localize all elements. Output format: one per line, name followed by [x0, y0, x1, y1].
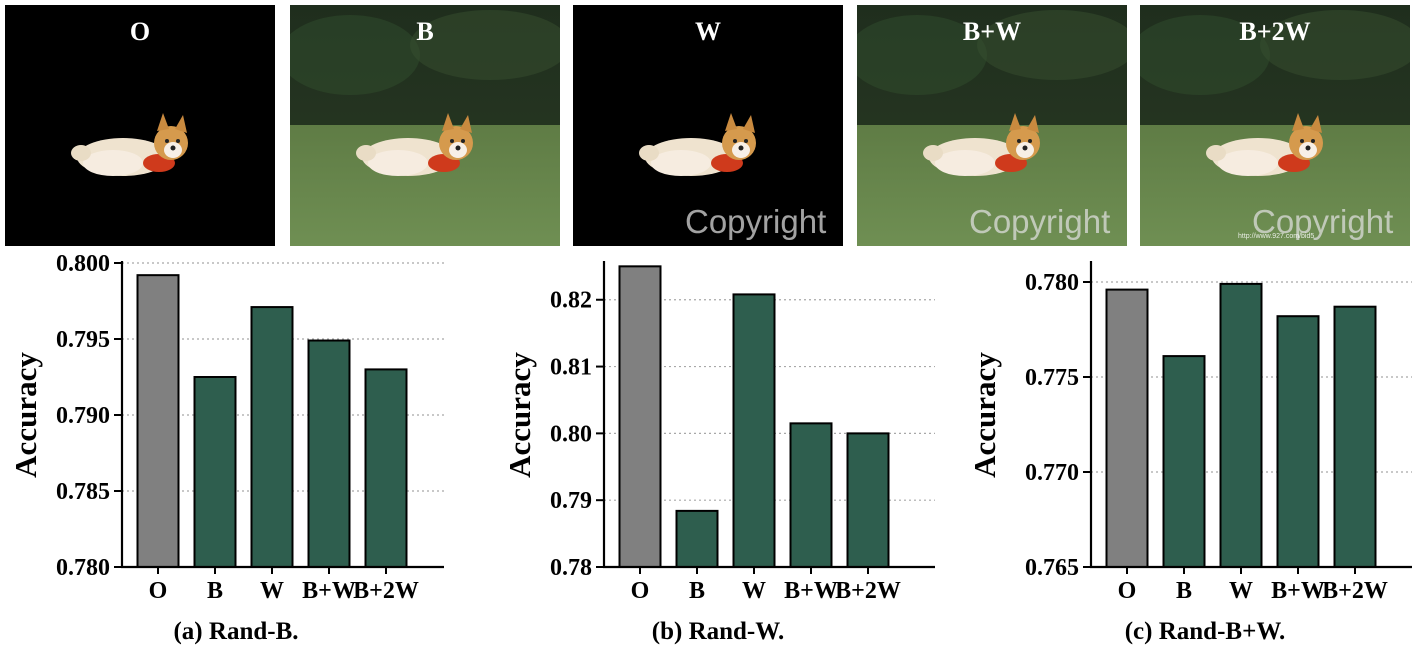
x-tick-label: B+W — [302, 578, 356, 604]
x-tick-label: B — [207, 578, 223, 604]
y-tick-label: 0.780 — [1025, 270, 1079, 296]
panel-label: B — [416, 17, 434, 46]
dog-image — [5, 5, 275, 246]
x-tick-label: O — [1118, 578, 1137, 604]
bar-W — [250, 306, 294, 568]
dog-image — [1140, 5, 1410, 246]
x-tick-label: B+W — [1271, 578, 1325, 604]
x-tick-label: B+2W — [835, 578, 901, 604]
y-tick-label: 0.82 — [550, 288, 592, 314]
bar-B+W — [789, 422, 833, 568]
y-tick-label: 0.765 — [1025, 555, 1079, 581]
y-tick-label: 0.770 — [1025, 460, 1079, 486]
y-axis-title: Accuracy — [8, 352, 43, 478]
dog-image — [857, 5, 1127, 246]
bar-W — [732, 293, 776, 568]
url-watermark: http://www.927.com/bid5 — [1238, 233, 1315, 240]
bar-O — [618, 265, 662, 568]
y-tick-label: 0.775 — [1025, 365, 1079, 391]
image-panel-background-watermark: B+W Copyright — [857, 5, 1127, 246]
x-tick-label: B — [1176, 578, 1192, 604]
bar-B — [675, 509, 719, 568]
corgi-figure — [1206, 113, 1323, 176]
y-tick-label: 0.780 — [56, 555, 110, 581]
bar-O — [136, 274, 180, 568]
image-panel-watermark: W Copyright — [573, 5, 843, 246]
x-tick-label: W — [1229, 578, 1253, 604]
y-tick-label: 0.79 — [550, 488, 592, 514]
y-axis-title: Accuracy — [967, 352, 1002, 478]
x-tick-label: O — [149, 578, 168, 604]
y-tick-label: 0.78 — [550, 555, 592, 581]
x-tick-label: B+2W — [1322, 578, 1388, 604]
chart-caption: (c) Rand-B+W. — [1125, 618, 1286, 645]
dog-image — [290, 5, 560, 246]
bar-B+2W — [364, 368, 408, 568]
corgi-figure — [923, 113, 1040, 176]
copyright-watermark: Copyright — [685, 203, 827, 240]
chart-1: 0.780 0.785 0.790 0.795 0.800 O B W B+WB+2W Accur… — [8, 251, 444, 645]
copyright-watermark: Copyright — [969, 203, 1111, 240]
image-panel-background: B — [290, 5, 560, 246]
panel-label: W — [695, 17, 721, 46]
chart-3: 0.765 0.770 0.775 0.780 O B W B+WB+2W Accuracy (c… — [967, 261, 1412, 645]
corgi-figure — [71, 113, 188, 176]
y-tick-label: 0.795 — [56, 327, 110, 353]
x-tick-label: B+W — [784, 578, 838, 604]
y-tick-label: 0.81 — [550, 355, 592, 381]
x-tick-label: W — [260, 578, 284, 604]
corgi-figure — [356, 113, 473, 176]
chart-2: 0.78 0.79 0.80 0.81 0.82 O B W B+WB+2W Accuracy (b… — [502, 261, 935, 645]
bar-B+2W — [846, 432, 890, 568]
panel-label: B+W — [962, 17, 1022, 46]
bar-B+W — [1276, 315, 1320, 569]
chart-caption: (b) Rand-W. — [652, 618, 784, 645]
bar-B+W — [307, 339, 351, 568]
bar-B — [193, 376, 237, 568]
y-tick-label: 0.800 — [56, 251, 110, 277]
x-tick-label: B+2W — [353, 578, 419, 604]
panel-label: B+2W — [1239, 17, 1311, 46]
y-tick-label: 0.790 — [56, 403, 110, 429]
bar-B — [1162, 355, 1206, 568]
x-tick-label: W — [742, 578, 766, 604]
x-tick-label: B — [689, 578, 705, 604]
corgi-figure — [639, 113, 756, 176]
image-panel-original: O — [5, 5, 275, 246]
bar-O — [1105, 288, 1149, 568]
x-tick-label: O — [631, 578, 650, 604]
panel-label: O — [129, 17, 151, 46]
y-tick-label: 0.785 — [56, 479, 110, 505]
dog-image — [573, 5, 843, 246]
y-axis-title: Accuracy — [502, 352, 537, 478]
bar-B+2W — [1333, 305, 1377, 568]
bar-W — [1219, 282, 1263, 568]
copyright-watermark: Copyright — [1252, 203, 1394, 240]
image-panel-background-double-watermark: B+2W Copyright http://www.927.com/bid5 — [1140, 5, 1410, 246]
y-tick-label: 0.80 — [550, 421, 592, 447]
chart-caption: (a) Rand-B. — [173, 618, 298, 645]
